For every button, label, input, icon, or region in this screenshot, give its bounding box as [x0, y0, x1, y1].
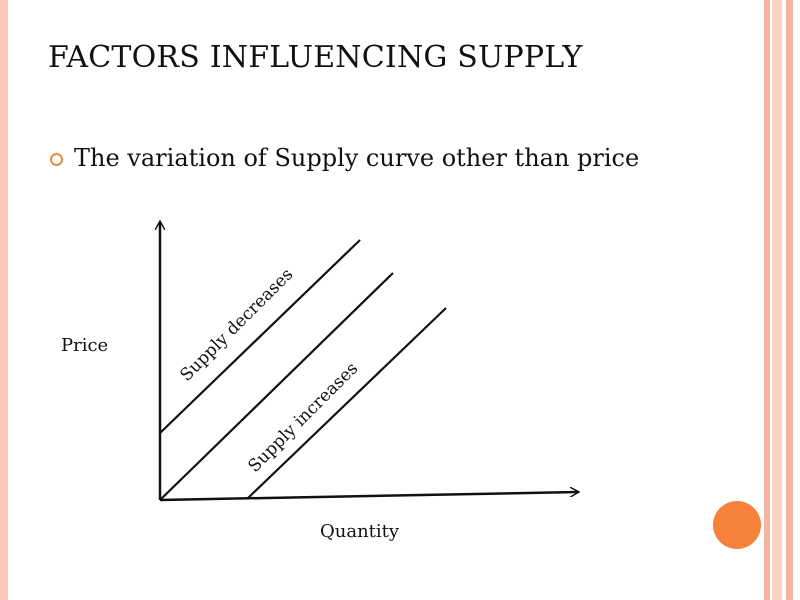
label-supply-increases: Supply increases [244, 359, 362, 477]
x-axis [159, 492, 578, 502]
slide-title: FACTORS INFLUENCING SUPPLY [48, 40, 583, 75]
right-edge-stripe-3 [786, 0, 793, 600]
label-supply-decreases: Supply decreases [176, 265, 297, 386]
supply-curve-increased [247, 307, 447, 499]
bullet-circle-icon [50, 153, 63, 166]
bullet-text: The variation of Supply curve other than… [74, 144, 640, 172]
y-axis-label: Price [61, 335, 108, 356]
decorative-orange-circle [713, 501, 761, 549]
supply-curve-original [159, 272, 394, 501]
x-axis-label: Quantity [320, 521, 400, 542]
left-edge-stripe [0, 0, 8, 600]
right-edge-stripe-2 [772, 0, 782, 600]
supply-curve-decreased [159, 239, 361, 434]
right-edge-stripe-1 [764, 0, 770, 600]
